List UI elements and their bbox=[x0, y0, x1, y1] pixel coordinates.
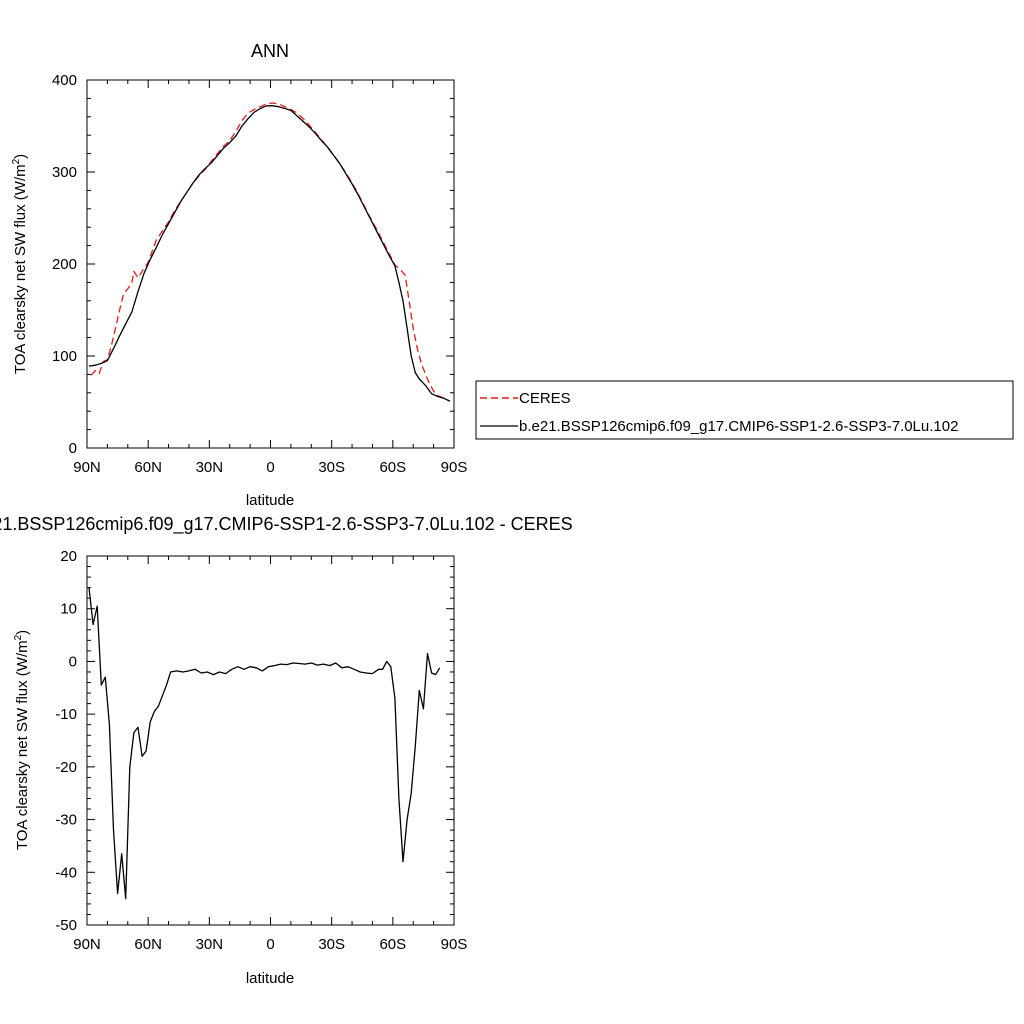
top-y-axis-label-tail: ) bbox=[12, 154, 29, 159]
bottom-y-axis-label-superscript: 2 bbox=[13, 634, 24, 640]
bottom-y-tick-label: 10 bbox=[60, 601, 77, 618]
bottom-x-tick-label: 90S bbox=[441, 936, 468, 953]
legend-label-model: b.e21.BSSP126cmip6.f09_g17.CMIP6-SSP1-2.… bbox=[519, 418, 958, 435]
bottom-series-line-difference bbox=[88, 587, 441, 900]
top-y-tick-label: 0 bbox=[69, 440, 77, 457]
bottom-y-axis-label-text: TOA clearsky net SW flux (W/m bbox=[14, 640, 31, 850]
top-y-axis-label-superscript: 2 bbox=[11, 158, 22, 164]
top-series-lines bbox=[88, 102, 451, 402]
top-y-tick-label: 300 bbox=[52, 164, 77, 181]
bottom-y-tick-label: -30 bbox=[55, 812, 77, 829]
top-y-tick-label: 200 bbox=[52, 256, 77, 273]
top-x-tick-label: 30N bbox=[196, 459, 224, 476]
bottom-y-axis-label-tail: ) bbox=[14, 630, 31, 635]
bottom-y-tick-label: 0 bbox=[69, 653, 77, 670]
top-x-tick-label: 0 bbox=[266, 459, 274, 476]
bottom-x-tick-label: 30N bbox=[196, 936, 224, 953]
bottom-y-axis-label: TOA clearsky net SW flux (W/m2) bbox=[13, 630, 31, 850]
bottom-chart-panel: b.e21.BSSP126cmip6.f09_g17.CMIP6-SSP1-2.… bbox=[0, 514, 573, 987]
top-chart-title: ANN bbox=[251, 41, 289, 61]
bottom-chart-title: b.e21.BSSP126cmip6.f09_g17.CMIP6-SSP1-2.… bbox=[0, 514, 573, 535]
bottom-x-tick-label: 60N bbox=[134, 936, 162, 953]
legend: CERES b.e21.BSSP126cmip6.f09_g17.CMIP6-S… bbox=[475, 380, 1014, 440]
legend-box bbox=[475, 380, 1014, 440]
top-chart-panel: ANN 90N 60N 30N 0 30S 60S 90S 0 100 200 300 400 lat… bbox=[11, 41, 467, 509]
bottom-x-tick-label: 90N bbox=[73, 936, 101, 953]
top-x-tick-label: 30S bbox=[318, 459, 345, 476]
bottom-y-tick-label: -10 bbox=[55, 706, 77, 723]
top-series-line-ceres bbox=[90, 102, 451, 402]
bottom-plot-frame bbox=[86, 555, 455, 926]
bottom-x-tick-label: 60S bbox=[379, 936, 406, 953]
bottom-series-lines bbox=[88, 587, 441, 900]
top-axis-ticks: 90N 60N 30N 0 30S 60S 90S 0 100 200 300 400 bbox=[52, 72, 467, 476]
top-y-tick-label: 400 bbox=[52, 72, 77, 89]
top-y-tick-label: 100 bbox=[52, 348, 77, 365]
top-series-line-model bbox=[88, 105, 451, 402]
bottom-x-axis-label: latitude bbox=[246, 970, 294, 987]
top-x-tick-label: 60S bbox=[379, 459, 406, 476]
bottom-y-tick-label: -20 bbox=[55, 759, 77, 776]
bottom-y-tick-label: -40 bbox=[55, 864, 77, 881]
top-x-tick-label: 90N bbox=[73, 459, 101, 476]
top-x-axis-label: latitude bbox=[246, 492, 294, 509]
top-x-tick-label: 90S bbox=[441, 459, 468, 476]
top-plot-frame bbox=[86, 79, 455, 449]
top-y-axis-label: TOA clearsky net SW flux (W/m2) bbox=[11, 154, 29, 374]
legend-label-ceres: CERES bbox=[519, 390, 571, 407]
bottom-y-tick-label: -50 bbox=[55, 917, 77, 934]
bottom-x-tick-label: 0 bbox=[266, 936, 274, 953]
top-x-tick-label: 60N bbox=[134, 459, 162, 476]
top-y-axis-label-text: TOA clearsky net SW flux (W/m bbox=[12, 164, 29, 374]
bottom-y-tick-label: 20 bbox=[60, 548, 77, 565]
bottom-x-tick-label: 30S bbox=[318, 936, 345, 953]
